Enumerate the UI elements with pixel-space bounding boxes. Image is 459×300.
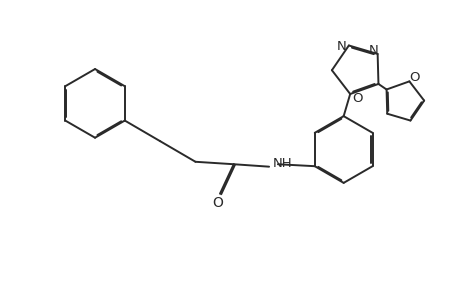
Text: O: O [212, 196, 223, 211]
Text: O: O [408, 71, 419, 84]
Text: NH: NH [272, 157, 292, 170]
Text: N: N [336, 40, 346, 53]
Text: O: O [351, 92, 362, 105]
Text: N: N [368, 44, 378, 56]
